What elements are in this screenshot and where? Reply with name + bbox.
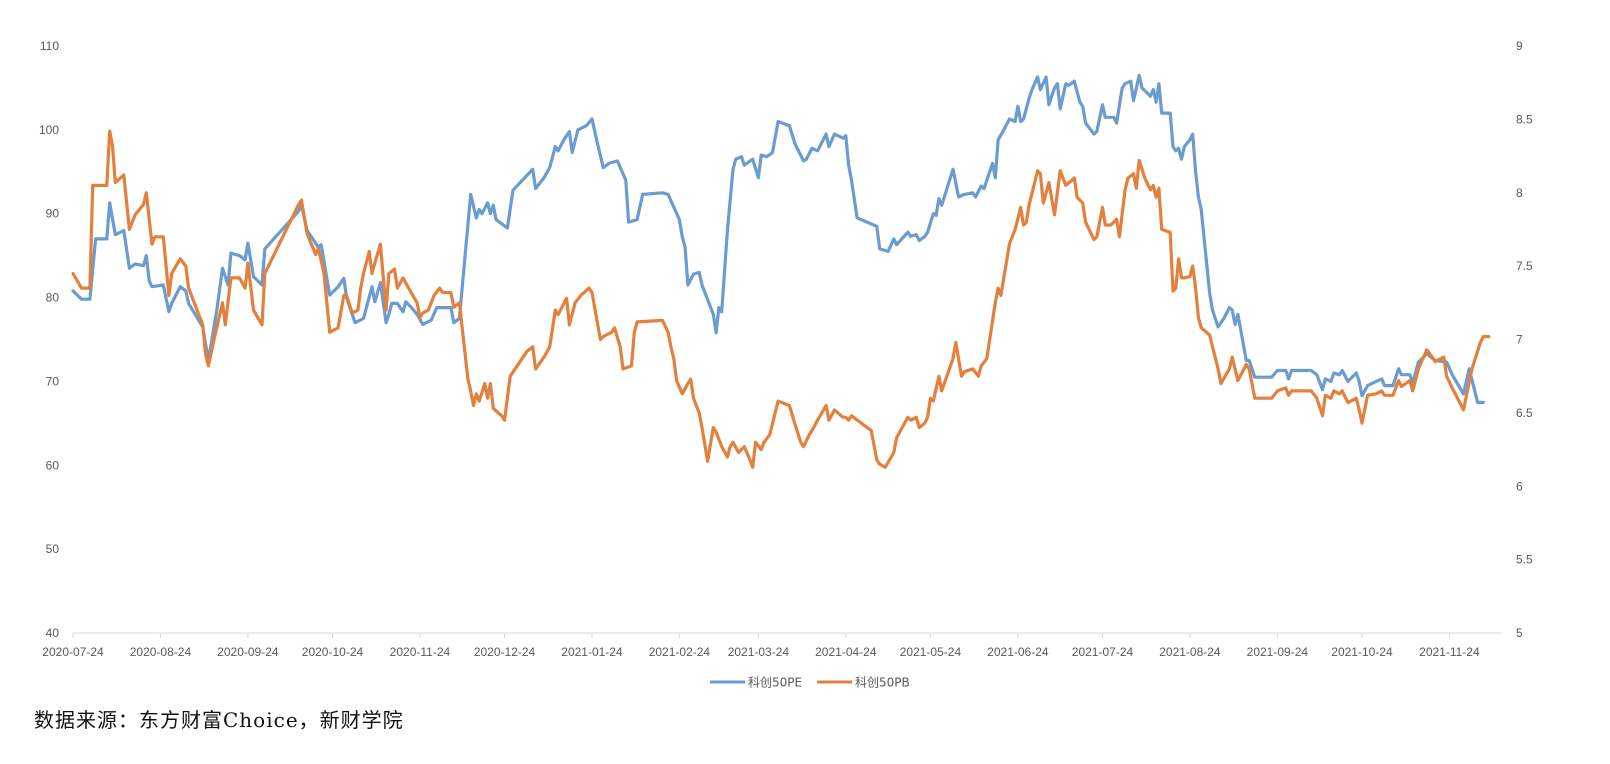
right-tick-label: 8.5 bbox=[1516, 112, 1533, 126]
left-y-axis: 40 50 60 70 80 90 100 110 bbox=[39, 39, 59, 640]
x-tick-label: 2021-03-24 bbox=[728, 645, 790, 659]
x-tick-label: 2021-08-24 bbox=[1159, 645, 1221, 659]
data-source-note: 数据来源：东方财富Choice，新财学院 bbox=[34, 708, 404, 732]
x-tick-label: 2020-10-24 bbox=[302, 645, 364, 659]
x-tick-label: 2021-09-24 bbox=[1247, 645, 1309, 659]
x-tick-label: 2020-11-24 bbox=[390, 645, 451, 659]
x-tick-label: 2021-06-24 bbox=[987, 645, 1049, 659]
series-line-pe bbox=[71, 73, 1485, 404]
x-tick-label: 2021-11-24 bbox=[1419, 645, 1480, 659]
right-tick-label: 6 bbox=[1516, 479, 1523, 493]
x-tick-label: 2020-07-24 bbox=[42, 645, 104, 659]
left-tick-label: 50 bbox=[46, 542, 60, 556]
x-tick-label: 2021-04-24 bbox=[815, 645, 877, 659]
x-tick-label: 2020-09-24 bbox=[217, 645, 279, 659]
legend-label-pb: 科创50PB bbox=[855, 676, 910, 690]
x-tick-label: 2020-08-24 bbox=[130, 645, 192, 659]
left-tick-label: 100 bbox=[39, 123, 59, 137]
left-tick-label: 80 bbox=[46, 291, 60, 305]
series-line-pb bbox=[71, 129, 1491, 469]
left-tick-label: 110 bbox=[40, 39, 59, 53]
x-tick-label: 2021-02-24 bbox=[649, 645, 711, 659]
x-tick-label: 2021-07-24 bbox=[1072, 645, 1134, 659]
right-tick-label: 8 bbox=[1516, 186, 1523, 200]
right-tick-label: 5 bbox=[1516, 626, 1523, 640]
left-tick-label: 70 bbox=[46, 374, 60, 388]
legend: 科创50PE 科创50PB bbox=[710, 676, 910, 690]
right-tick-label: 6.5 bbox=[1516, 406, 1533, 420]
right-tick-label: 7.5 bbox=[1516, 259, 1533, 273]
x-tick-label: 2020-12-24 bbox=[474, 645, 536, 659]
x-tick-label: 2021-05-24 bbox=[900, 645, 962, 659]
right-tick-label: 5.5 bbox=[1516, 553, 1533, 567]
x-axis: 2020-07-24 2020-08-24 2020-09-24 2020-10-24… bbox=[42, 632, 1503, 659]
right-y-axis: 5 5.5 6 6.5 7 7.5 8 8.5 9 bbox=[1516, 39, 1533, 640]
series-layer bbox=[71, 73, 1491, 469]
left-tick-label: 40 bbox=[46, 626, 60, 640]
x-tick-label: 2021-10-24 bbox=[1331, 645, 1393, 659]
right-tick-label: 7 bbox=[1516, 333, 1523, 347]
left-tick-label: 90 bbox=[46, 207, 60, 221]
left-tick-label: 60 bbox=[46, 458, 60, 472]
legend-label-pe: 科创50PE bbox=[748, 676, 802, 690]
x-tick-label: 2021-01-24 bbox=[561, 645, 623, 659]
right-tick-label: 9 bbox=[1516, 39, 1523, 53]
